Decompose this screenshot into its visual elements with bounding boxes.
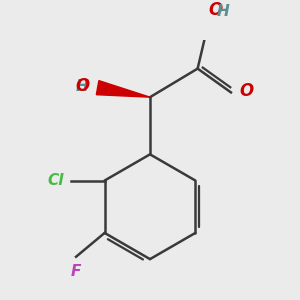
Text: F: F: [71, 264, 81, 279]
Text: O: O: [208, 1, 223, 19]
Text: H: H: [75, 79, 88, 94]
Polygon shape: [96, 81, 150, 97]
Text: H: H: [216, 4, 229, 19]
Text: Cl: Cl: [48, 173, 64, 188]
Text: O: O: [75, 77, 89, 95]
Text: O: O: [239, 82, 254, 100]
